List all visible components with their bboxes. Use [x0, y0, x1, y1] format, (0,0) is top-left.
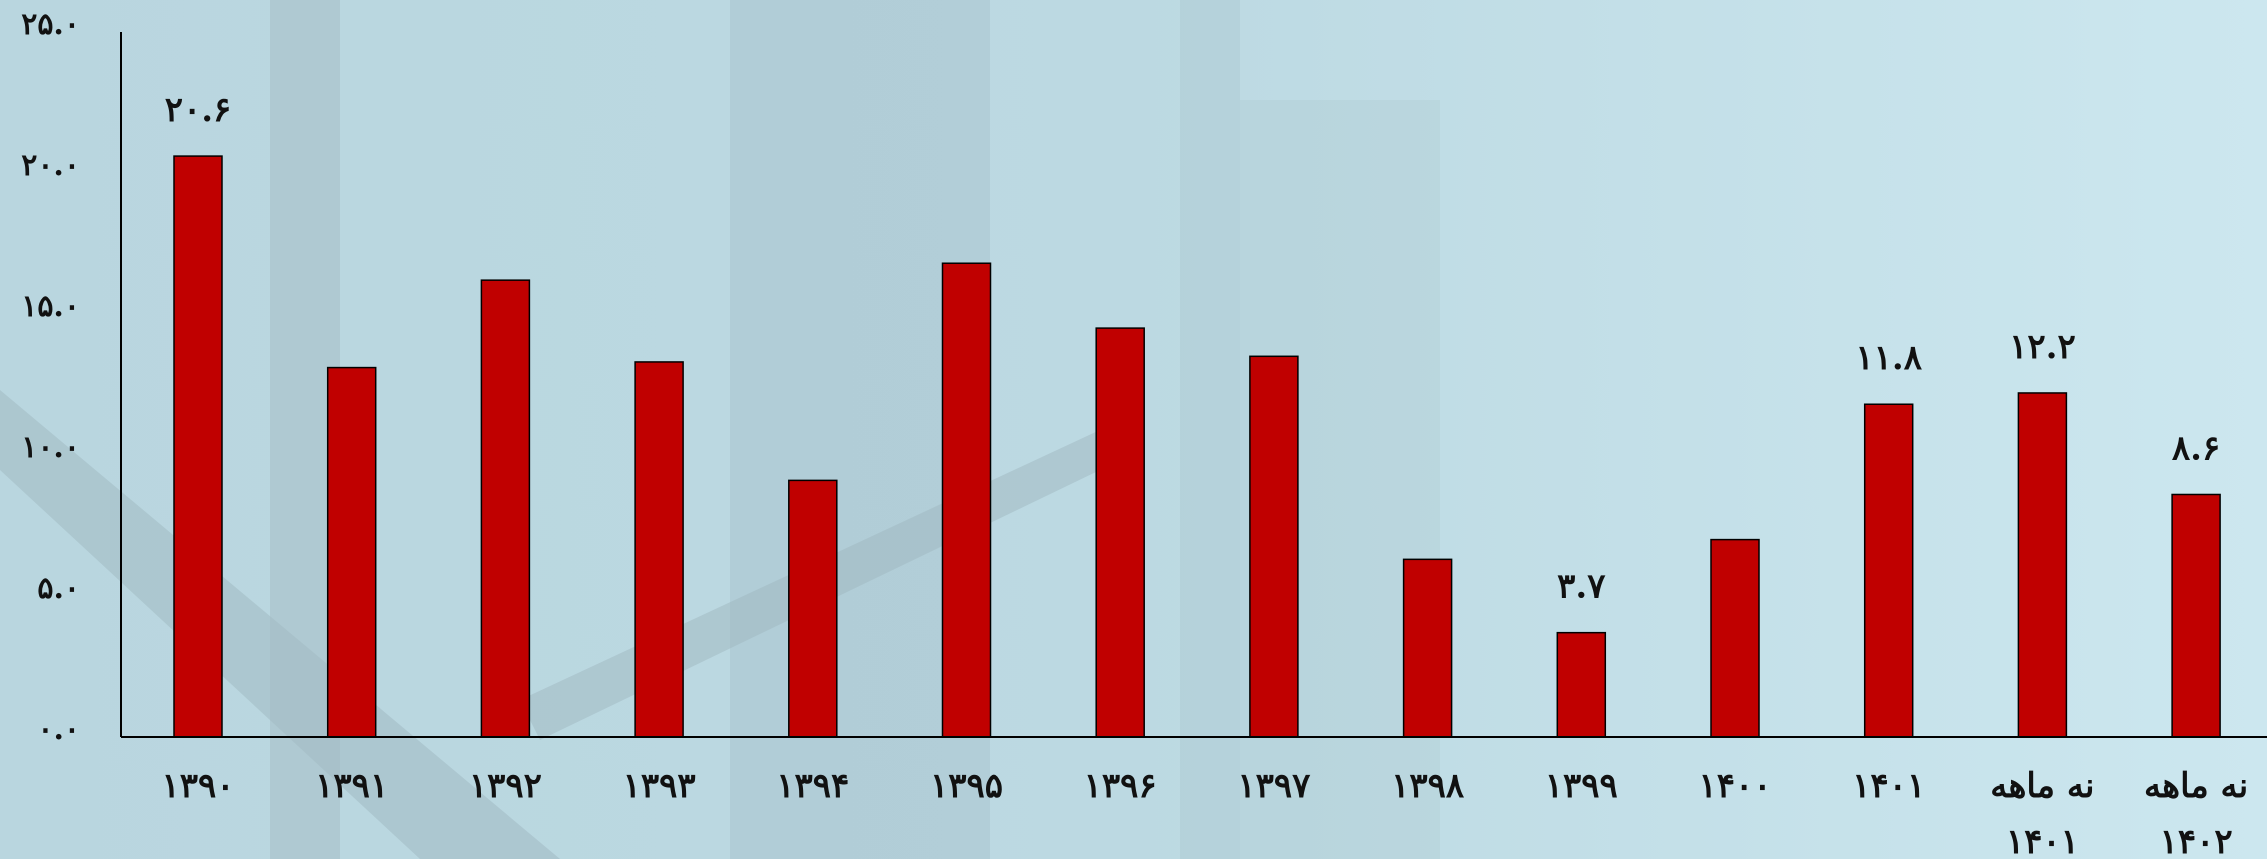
- x-tick-label: ۱۳۹۵: [929, 766, 1004, 806]
- x-tick-label: ۱۴۰۰: [1698, 766, 1772, 806]
- x-tick-label: ۱۳۹۲: [468, 766, 542, 806]
- x-tick-label: ۱۳۹۰: [161, 766, 235, 806]
- bar: [2017, 392, 2068, 738]
- y-tick-label: ۱۵.۰: [21, 289, 80, 324]
- bar: [2171, 493, 2221, 738]
- bar: [480, 279, 531, 738]
- bar: [1249, 355, 1299, 738]
- x-tick-label: ۱۳۹۱: [315, 766, 389, 806]
- bar: [1556, 631, 1607, 738]
- bar: [634, 361, 684, 738]
- x-tick-label: ۱۳۹۸: [1391, 766, 1465, 806]
- bar: [326, 366, 377, 738]
- bar: [788, 479, 838, 738]
- x-tick-label: ۱۴۰۱: [1852, 766, 1926, 806]
- bar: [1710, 538, 1760, 738]
- x-tick-label: ۱۳۹۹: [1544, 766, 1618, 806]
- x-tick-label: ۱۳۹۷: [1237, 766, 1311, 806]
- x-tick-label: نه ماهه ۱۴۰۲: [2143, 766, 2249, 859]
- value-label: ۸.۶: [2172, 428, 2220, 468]
- value-label: ۳.۷: [1557, 567, 1606, 607]
- value-label: ۱۲.۲: [2009, 327, 2076, 367]
- y-tick-label: ۲۵.۰: [21, 7, 80, 42]
- value-label: ۱۱.۸: [1855, 338, 1922, 378]
- bar: [173, 155, 223, 738]
- y-tick-label: ۰.۰: [37, 712, 80, 747]
- value-label: ۲۰.۶: [165, 90, 232, 130]
- x-tick-label: ۱۳۹۳: [622, 766, 696, 806]
- bar: [1095, 327, 1145, 738]
- x-tick-label: ۱۳۹۴: [776, 766, 850, 806]
- y-tick-label: ۵.۰: [37, 571, 80, 606]
- x-tick-label: ۱۳۹۶: [1083, 766, 1157, 806]
- y-tick-label: ۱۰.۰: [21, 430, 80, 465]
- bar: [941, 262, 992, 738]
- y-tick-label: ۲۰.۰: [21, 148, 80, 183]
- bar: [1402, 558, 1453, 738]
- bar: [1863, 403, 1914, 738]
- x-tick-label: نه ماهه ۱۴۰۱: [1990, 766, 2095, 859]
